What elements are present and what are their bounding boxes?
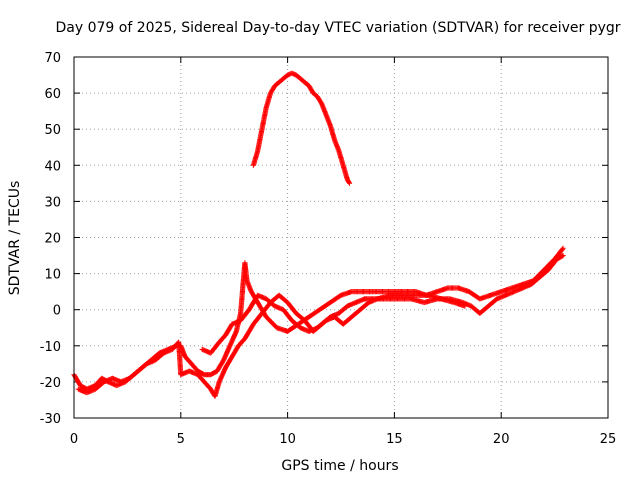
data-point <box>346 180 353 186</box>
y-tick-label: 70 <box>44 51 61 66</box>
y-tick-label: 0 <box>53 304 61 319</box>
data-point <box>560 245 566 251</box>
grid-lines <box>74 57 608 418</box>
series <box>75 252 566 399</box>
x-tick-label: 25 <box>600 432 617 447</box>
y-tick-label: -30 <box>40 412 61 427</box>
data-point <box>560 252 566 259</box>
data-point <box>559 253 565 259</box>
series <box>250 70 353 186</box>
series <box>71 245 566 392</box>
y-tick-label: 40 <box>44 159 61 174</box>
y-tick-label: -20 <box>40 376 61 391</box>
x-tick-label: 20 <box>493 432 510 447</box>
data-point <box>462 303 468 309</box>
chart-title: Day 079 of 2025, Sidereal Day-to-day VTE… <box>55 20 620 36</box>
data-points <box>71 70 566 399</box>
x-axis-title: GPS time / hours <box>281 458 398 474</box>
y-tick-label: 50 <box>44 123 61 138</box>
y-axis-title: SDTVAR / TECUs <box>7 181 23 296</box>
y-tick-label: -10 <box>40 340 61 355</box>
x-tick-label: 15 <box>386 432 403 447</box>
x-tick-label: 0 <box>70 432 78 447</box>
plot-frame <box>73 56 609 419</box>
axis-ticks: -30 -20 -10 0 10 20 30 40 50 60 70 0 5 10 15 20 25 <box>40 51 617 447</box>
y-tick-label: 60 <box>44 87 61 102</box>
y-tick-label: 20 <box>44 232 61 247</box>
y-tick-label: 10 <box>44 268 61 283</box>
x-tick-label: 10 <box>279 432 296 447</box>
data-point <box>559 246 565 252</box>
x-tick-label: 5 <box>177 432 185 447</box>
series <box>199 292 468 356</box>
y-tick-label: 30 <box>44 195 61 210</box>
